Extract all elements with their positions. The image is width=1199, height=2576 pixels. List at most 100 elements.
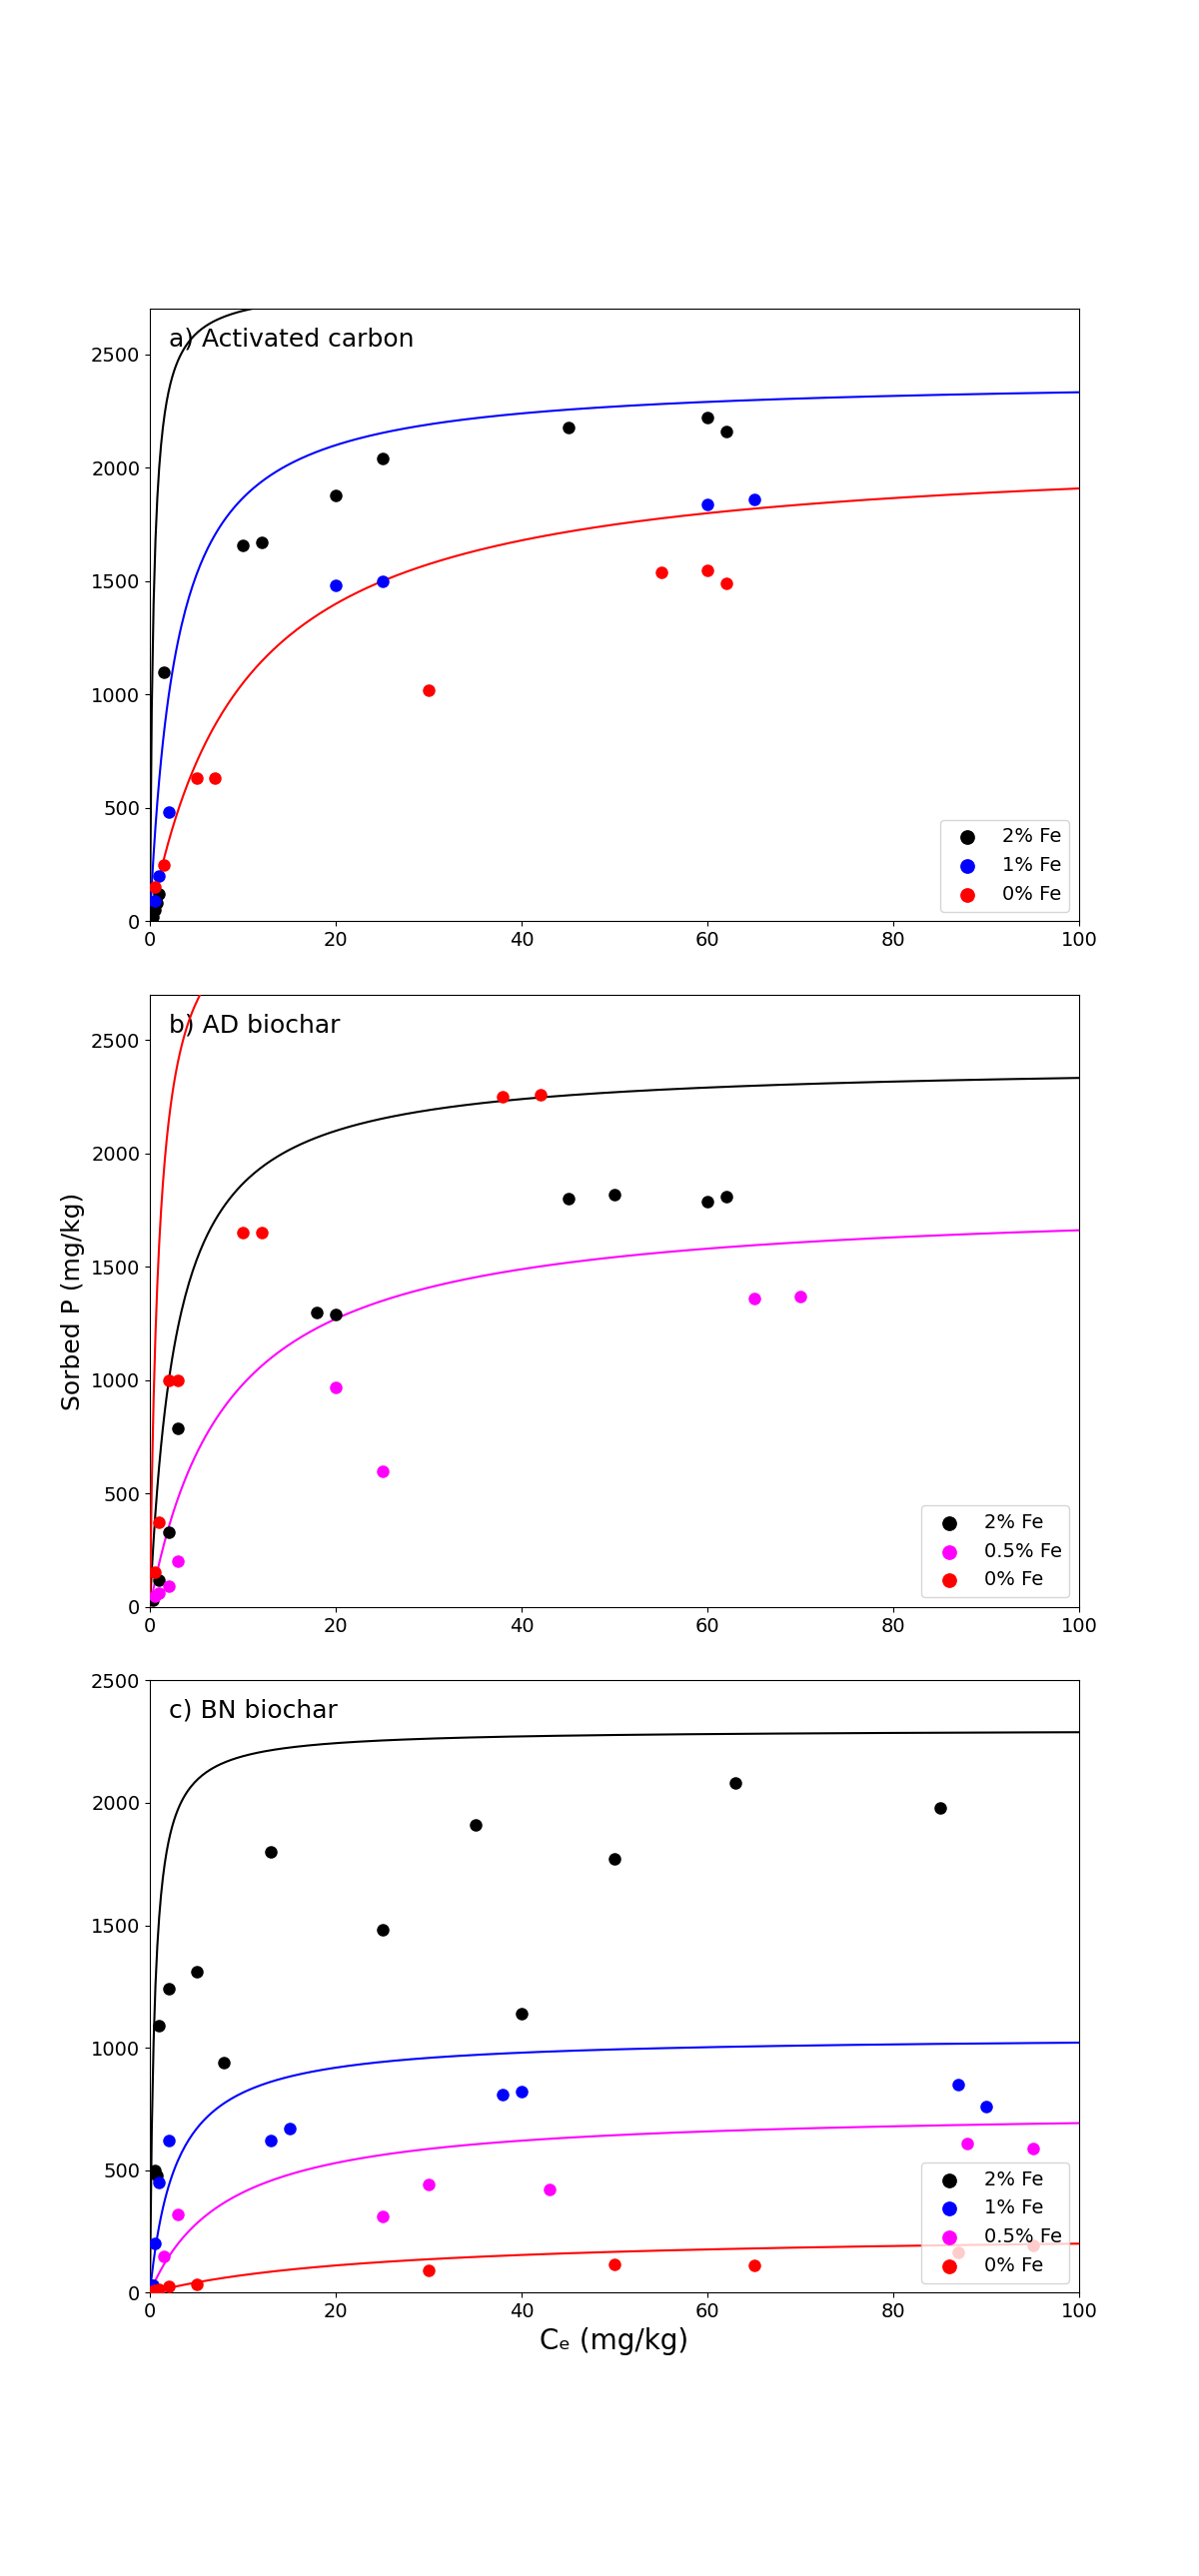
2% Fe — [717, 1177, 736, 1218]
1% Fe — [512, 2071, 531, 2112]
Legend: 2% Fe, 0.5% Fe, 0% Fe: 2% Fe, 0.5% Fe, 0% Fe — [922, 1504, 1070, 1597]
1% Fe — [261, 2120, 281, 2161]
2% Fe — [150, 2004, 169, 2045]
0.5% Fe — [145, 1574, 164, 1615]
0.5% Fe — [958, 2123, 977, 2164]
2% Fe — [698, 1180, 717, 1221]
0% Fe — [187, 757, 206, 799]
2% Fe — [145, 889, 164, 930]
1% Fe — [158, 791, 179, 832]
0% Fe — [717, 564, 736, 605]
0% Fe — [150, 1502, 169, 1543]
2% Fe — [326, 1293, 345, 1334]
0.5% Fe — [158, 1566, 179, 1607]
0% Fe — [145, 1551, 164, 1592]
2% Fe — [146, 2154, 165, 2195]
0% Fe — [745, 2246, 764, 2287]
2% Fe — [158, 1512, 179, 1553]
2% Fe — [373, 1909, 392, 1950]
2% Fe — [143, 2264, 162, 2306]
0% Fe — [948, 2231, 968, 2272]
0% Fe — [168, 1360, 187, 1401]
Legend: 2% Fe, 1% Fe, 0% Fe: 2% Fe, 1% Fe, 0% Fe — [940, 819, 1070, 912]
0% Fe — [651, 551, 670, 592]
0.5% Fe — [168, 2195, 187, 2236]
1% Fe — [698, 484, 717, 526]
0% Fe — [145, 2269, 164, 2311]
1% Fe — [373, 562, 392, 603]
0% Fe — [155, 845, 174, 886]
0.5% Fe — [373, 2197, 392, 2239]
1% Fe — [745, 479, 764, 520]
0% Fe — [605, 2244, 625, 2285]
2% Fe — [326, 474, 345, 515]
0.5% Fe — [420, 2164, 439, 2205]
0.5% Fe — [145, 2272, 164, 2313]
0.5% Fe — [791, 1275, 811, 1316]
2% Fe — [233, 526, 253, 567]
2% Fe — [373, 438, 392, 479]
1% Fe — [279, 2107, 299, 2148]
2% Fe — [605, 1175, 625, 1216]
2% Fe — [725, 1762, 745, 1803]
2% Fe — [698, 397, 717, 438]
0% Fe — [158, 1360, 179, 1401]
2% Fe — [605, 1839, 625, 1880]
0.5% Fe — [1023, 2128, 1042, 2169]
0% Fe — [698, 549, 717, 590]
2% Fe — [252, 523, 271, 564]
2% Fe — [559, 1177, 578, 1218]
1% Fe — [326, 564, 345, 605]
0.5% Fe — [143, 2272, 162, 2313]
0% Fe — [252, 1213, 271, 1255]
0% Fe — [494, 1077, 513, 1118]
0% Fe — [158, 2267, 179, 2308]
0% Fe — [150, 2269, 169, 2311]
0.5% Fe — [168, 1540, 187, 1582]
1% Fe — [977, 2087, 996, 2128]
2% Fe — [717, 412, 736, 453]
Text: b) AD biochar: b) AD biochar — [168, 1012, 339, 1038]
1% Fe — [145, 2223, 164, 2264]
0.5% Fe — [373, 1450, 392, 1492]
2% Fe — [930, 1788, 950, 1829]
2% Fe — [187, 1950, 206, 1991]
2% Fe — [465, 1803, 484, 1844]
Y-axis label: Sorbed P (mg/kg): Sorbed P (mg/kg) — [61, 1193, 85, 1409]
2% Fe — [145, 2148, 164, 2190]
0% Fe — [145, 866, 164, 907]
1% Fe — [494, 2074, 513, 2115]
0% Fe — [187, 2264, 206, 2306]
0% Fe — [420, 670, 439, 711]
0.5% Fe — [150, 1574, 169, 1615]
0% Fe — [531, 1074, 550, 1115]
0.5% Fe — [326, 1365, 345, 1406]
1% Fe — [158, 2120, 179, 2161]
2% Fe — [146, 884, 165, 925]
2% Fe — [158, 1968, 179, 2009]
2% Fe — [307, 1291, 326, 1332]
Text: c) BN biochar: c) BN biochar — [168, 1698, 337, 1723]
Legend: 2% Fe, 1% Fe, 0.5% Fe, 0% Fe: 2% Fe, 1% Fe, 0.5% Fe, 0% Fe — [922, 2161, 1070, 2282]
1% Fe — [145, 881, 164, 922]
2% Fe — [559, 407, 578, 448]
1% Fe — [150, 2161, 169, 2202]
0% Fe — [143, 2272, 162, 2313]
0% Fe — [205, 757, 224, 799]
2% Fe — [150, 873, 169, 914]
Text: a) Activated carbon: a) Activated carbon — [168, 327, 414, 350]
0.5% Fe — [540, 2169, 559, 2210]
2% Fe — [215, 2043, 234, 2084]
0% Fe — [420, 2249, 439, 2290]
0.5% Fe — [155, 2236, 174, 2277]
2% Fe — [143, 1579, 162, 1620]
2% Fe — [168, 1406, 187, 1448]
0% Fe — [233, 1213, 253, 1255]
2% Fe — [261, 1832, 281, 1873]
1% Fe — [143, 2264, 162, 2306]
1% Fe — [948, 2063, 968, 2105]
2% Fe — [143, 896, 162, 938]
0% Fe — [1023, 2223, 1042, 2264]
0.5% Fe — [745, 1278, 764, 1319]
2% Fe — [155, 652, 174, 693]
